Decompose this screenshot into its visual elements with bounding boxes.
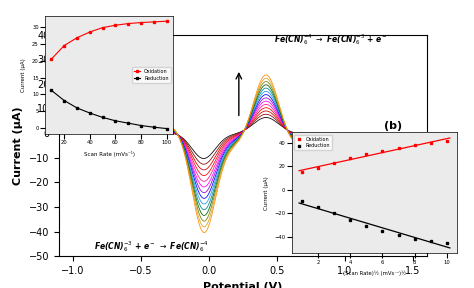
- Oxidation: [125, 22, 131, 25]
- Oxidation: [380, 149, 385, 152]
- Reduction: [364, 224, 369, 227]
- Oxidation: [300, 170, 305, 174]
- Oxidation: [112, 24, 118, 27]
- Reduction: [74, 106, 80, 110]
- Oxidation: [444, 140, 449, 143]
- Reduction: [164, 127, 169, 130]
- Oxidation: [331, 161, 337, 165]
- Reduction: [380, 229, 385, 233]
- Reduction: [347, 218, 353, 221]
- Line: Oxidation: Oxidation: [301, 140, 448, 174]
- Reduction: [428, 239, 433, 242]
- Oxidation: [48, 57, 54, 61]
- Oxidation: [74, 36, 80, 39]
- Y-axis label: Current (μA): Current (μA): [13, 106, 24, 185]
- Oxidation: [62, 44, 67, 47]
- Oxidation: [316, 166, 321, 169]
- Reduction: [316, 205, 321, 209]
- X-axis label: (Scan Rate)½ (mVs⁻¹)½: (Scan Rate)½ (mVs⁻¹)½: [343, 270, 406, 276]
- Reduction: [412, 237, 418, 240]
- Line: Reduction: Reduction: [301, 200, 448, 244]
- Reduction: [331, 212, 337, 215]
- Y-axis label: Current (μA): Current (μA): [21, 58, 27, 92]
- Text: Fe(CN)$_6^{-3}$ + e$^-$ $\rightarrow$ Fe(CN)$_6^{-4}$: Fe(CN)$_6^{-3}$ + e$^-$ $\rightarrow$ Fe…: [94, 239, 209, 254]
- Oxidation: [138, 21, 144, 24]
- Reduction: [112, 119, 118, 122]
- Oxidation: [428, 141, 433, 145]
- Reduction: [151, 126, 156, 129]
- Oxidation: [396, 146, 401, 149]
- Text: (a): (a): [62, 39, 80, 50]
- Oxidation: [412, 144, 418, 147]
- Line: Reduction: Reduction: [50, 89, 168, 130]
- Oxidation: [164, 20, 169, 23]
- Line: Oxidation: Oxidation: [50, 20, 168, 60]
- Oxidation: [100, 26, 105, 29]
- Reduction: [125, 122, 131, 125]
- Reduction: [396, 233, 401, 237]
- Reduction: [444, 241, 449, 244]
- Reduction: [138, 124, 144, 127]
- Oxidation: [347, 157, 353, 160]
- Oxidation: [151, 20, 156, 24]
- Legend: Oxidation, Reduction: Oxidation, Reduction: [132, 67, 171, 83]
- Reduction: [62, 99, 67, 102]
- Reduction: [48, 89, 54, 92]
- Reduction: [300, 199, 305, 203]
- Text: Fe(CN)$_6^{-4}$ $\rightarrow$ Fe(CN)$_6^{-3}$ + e$^-$: Fe(CN)$_6^{-4}$ $\rightarrow$ Fe(CN)$_6^…: [274, 32, 388, 47]
- X-axis label: Scan Rate (mVs⁻¹): Scan Rate (mVs⁻¹): [83, 151, 135, 157]
- Oxidation: [364, 152, 369, 156]
- Y-axis label: Current (μA): Current (μA): [264, 176, 269, 210]
- Reduction: [100, 116, 105, 119]
- Reduction: [87, 111, 92, 115]
- Legend: Oxidation, Reduction: Oxidation, Reduction: [294, 135, 332, 150]
- Oxidation: [87, 30, 92, 34]
- X-axis label: Potential (V): Potential (V): [203, 282, 283, 288]
- Text: (b): (b): [384, 121, 402, 131]
